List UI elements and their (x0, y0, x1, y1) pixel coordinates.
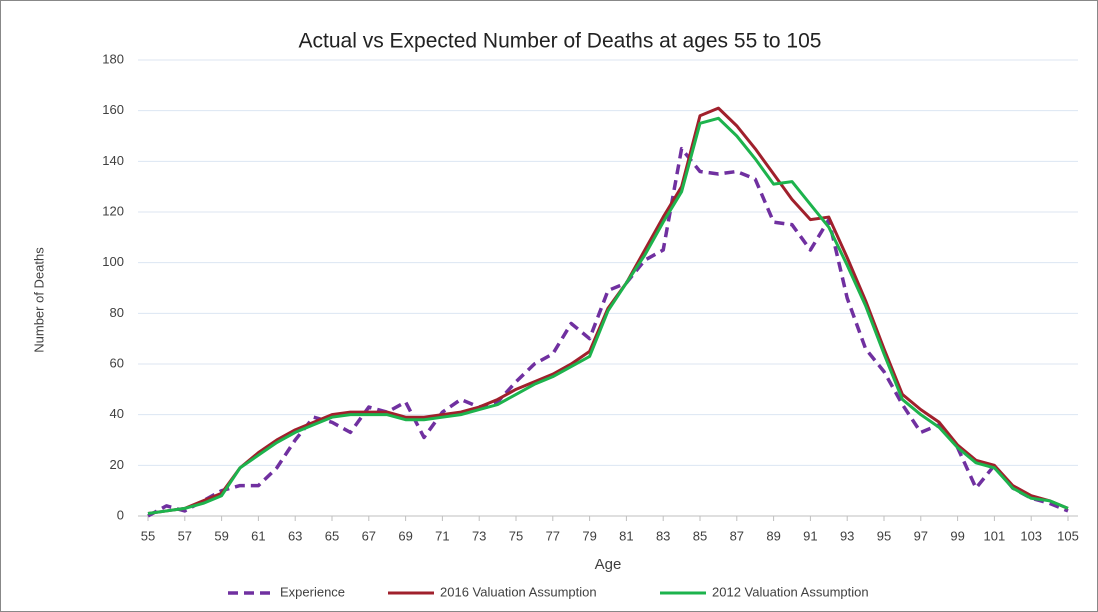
x-tick-label: 83 (656, 528, 670, 543)
x-tick-label: 87 (730, 528, 744, 543)
x-tick-label: 65 (325, 528, 339, 543)
chart-title: Actual vs Expected Number of Deaths at a… (299, 30, 822, 53)
x-tick-label: 71 (435, 528, 449, 543)
x-tick-label: 101 (984, 528, 1006, 543)
legend-label: 2012 Valuation Assumption (712, 584, 869, 599)
x-axis-label: Age (595, 556, 622, 573)
x-tick-label: 63 (288, 528, 302, 543)
legend-label: 2016 Valuation Assumption (440, 584, 597, 599)
y-tick-label: 60 (110, 355, 124, 370)
y-tick-label: 180 (102, 51, 124, 66)
x-tick-label: 91 (803, 528, 817, 543)
series-line (147, 116, 1069, 515)
y-tick-label: 80 (110, 305, 124, 320)
x-tick-label: 79 (582, 528, 596, 543)
x-tick-label: 61 (251, 528, 265, 543)
y-tick-label: 160 (102, 102, 124, 117)
y-tick-label: 100 (102, 254, 124, 269)
x-tick-label: 99 (950, 528, 964, 543)
legend-label: Experience (280, 584, 345, 599)
x-tick-label: 95 (877, 528, 891, 543)
y-tick-label: 120 (102, 203, 124, 218)
x-tick-label: 103 (1020, 528, 1042, 543)
x-tick-label: 55 (141, 528, 155, 543)
y-tick-label: 40 (110, 406, 124, 421)
x-tick-label: 77 (546, 528, 560, 543)
x-tick-label: 97 (914, 528, 928, 543)
y-axis-label: Number of Deaths (31, 247, 46, 353)
x-tick-label: 57 (178, 528, 192, 543)
y-tick-label: 20 (110, 457, 124, 472)
x-tick-label: 93 (840, 528, 854, 543)
x-tick-label: 67 (362, 528, 376, 543)
y-tick-label: 0 (117, 507, 124, 522)
x-tick-label: 73 (472, 528, 486, 543)
x-tick-label: 85 (693, 528, 707, 543)
x-tick-label: 105 (1057, 528, 1079, 543)
x-tick-label: 59 (214, 528, 228, 543)
y-tick-label: 140 (102, 153, 124, 168)
x-tick-label: 89 (766, 528, 780, 543)
x-tick-label: 81 (619, 528, 633, 543)
x-tick-label: 69 (398, 528, 412, 543)
series-line (147, 146, 1069, 518)
x-tick-label: 75 (509, 528, 523, 543)
